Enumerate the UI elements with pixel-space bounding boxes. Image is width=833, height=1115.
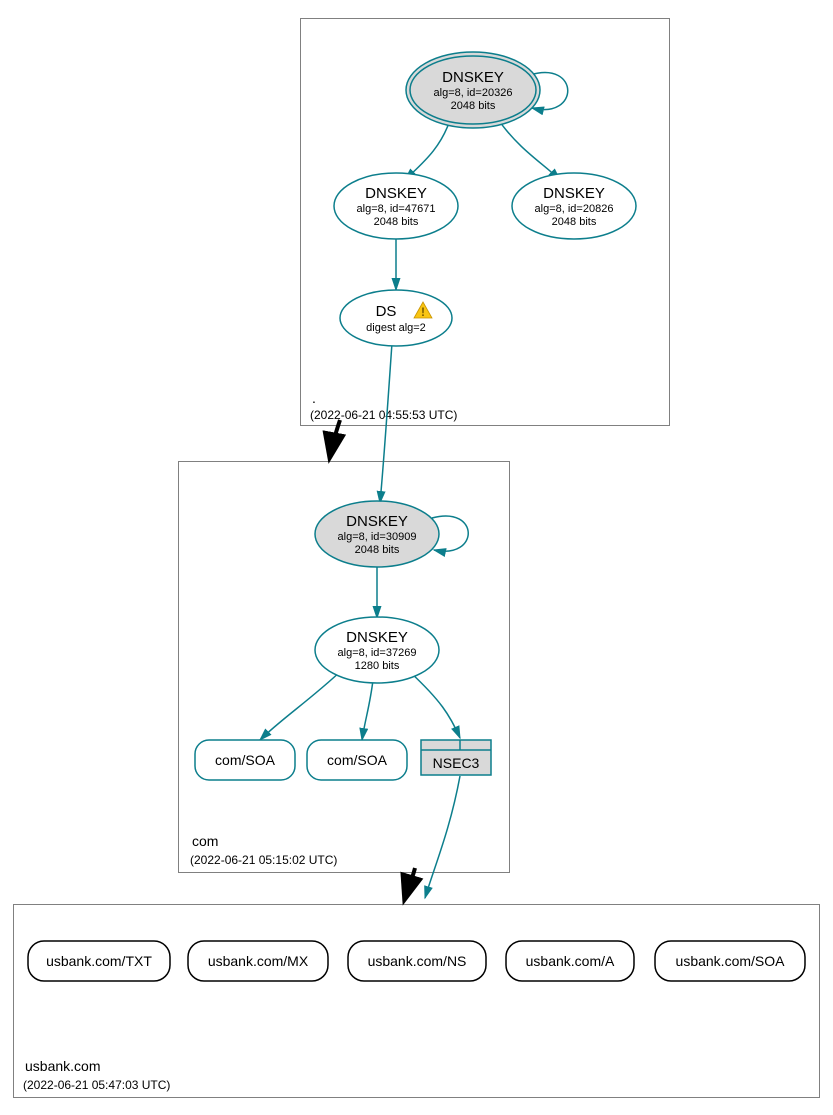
- svg-text:2048 bits: 2048 bits: [552, 216, 597, 228]
- svg-text:alg=8, id=37269: alg=8, id=37269: [338, 647, 417, 659]
- edge-com-zsk-soa2: [362, 680, 373, 740]
- svg-text:alg=8, id=47671: alg=8, id=47671: [357, 203, 436, 215]
- edge-nsec3-usbank: [425, 776, 460, 898]
- svg-text:usbank.com/NS: usbank.com/NS: [368, 953, 467, 969]
- node-com-zsk: DNSKEY alg=8, id=37269 1280 bits: [315, 617, 439, 683]
- node-usbank-txt: usbank.com/TXT: [28, 941, 170, 981]
- svg-text:usbank.com/TXT: usbank.com/TXT: [46, 953, 152, 969]
- diagram-svg: DNSKEY alg=8, id=20326 2048 bits DNSKEY …: [0, 0, 833, 1115]
- edge-com-zsk-nsec3: [410, 672, 460, 738]
- edge-com-zsk-soa1: [260, 670, 342, 740]
- node-com-soa1: com/SOA: [195, 740, 295, 780]
- svg-text:DNSKEY: DNSKEY: [346, 629, 408, 646]
- svg-text:NSEC3: NSEC3: [433, 755, 480, 771]
- svg-text:2048 bits: 2048 bits: [451, 100, 496, 112]
- svg-text:com/SOA: com/SOA: [215, 752, 276, 768]
- svg-text:com/SOA: com/SOA: [327, 752, 388, 768]
- svg-text:alg=8, id=30909: alg=8, id=30909: [338, 531, 417, 543]
- node-com-ksk: DNSKEY alg=8, id=30909 2048 bits: [315, 501, 439, 567]
- node-root-zsk2: DNSKEY alg=8, id=20826 2048 bits: [512, 173, 636, 239]
- node-usbank-a: usbank.com/A: [506, 941, 634, 981]
- node-root-ds: DS digest alg=2 !: [340, 290, 452, 346]
- node-com-soa2: com/SOA: [307, 740, 407, 780]
- svg-text:alg=8, id=20326: alg=8, id=20326: [434, 87, 513, 99]
- svg-text:DNSKEY: DNSKEY: [442, 69, 504, 86]
- svg-text:alg=8, id=20826: alg=8, id=20826: [535, 203, 614, 215]
- node-usbank-soa: usbank.com/SOA: [655, 941, 805, 981]
- edge-com-to-usbank-zone: [405, 868, 415, 898]
- svg-text:usbank.com/A: usbank.com/A: [526, 953, 615, 969]
- node-root-ksk: DNSKEY alg=8, id=20326 2048 bits: [406, 52, 540, 128]
- edge-ds-com-ksk: [380, 343, 392, 503]
- node-root-zsk1: DNSKEY alg=8, id=47671 2048 bits: [334, 173, 458, 239]
- edge-root-ksk-zsk1: [405, 120, 450, 180]
- svg-text:DNSKEY: DNSKEY: [365, 185, 427, 202]
- svg-text:usbank.com/MX: usbank.com/MX: [208, 953, 309, 969]
- node-usbank-ns: usbank.com/NS: [348, 941, 486, 981]
- svg-text:digest alg=2: digest alg=2: [366, 322, 426, 334]
- svg-text:2048 bits: 2048 bits: [355, 544, 400, 556]
- svg-text:DS: DS: [376, 303, 397, 320]
- edge-root-to-com-zone: [330, 420, 340, 456]
- svg-text:DNSKEY: DNSKEY: [543, 185, 605, 202]
- edge-root-ksk-zsk2: [500, 122, 560, 180]
- svg-text:2048 bits: 2048 bits: [374, 216, 419, 228]
- svg-text:DNSKEY: DNSKEY: [346, 513, 408, 530]
- node-nsec3: NSEC3: [421, 740, 491, 775]
- svg-text:!: !: [421, 305, 425, 319]
- svg-text:usbank.com/SOA: usbank.com/SOA: [676, 953, 786, 969]
- node-usbank-mx: usbank.com/MX: [188, 941, 328, 981]
- svg-text:1280 bits: 1280 bits: [355, 660, 400, 672]
